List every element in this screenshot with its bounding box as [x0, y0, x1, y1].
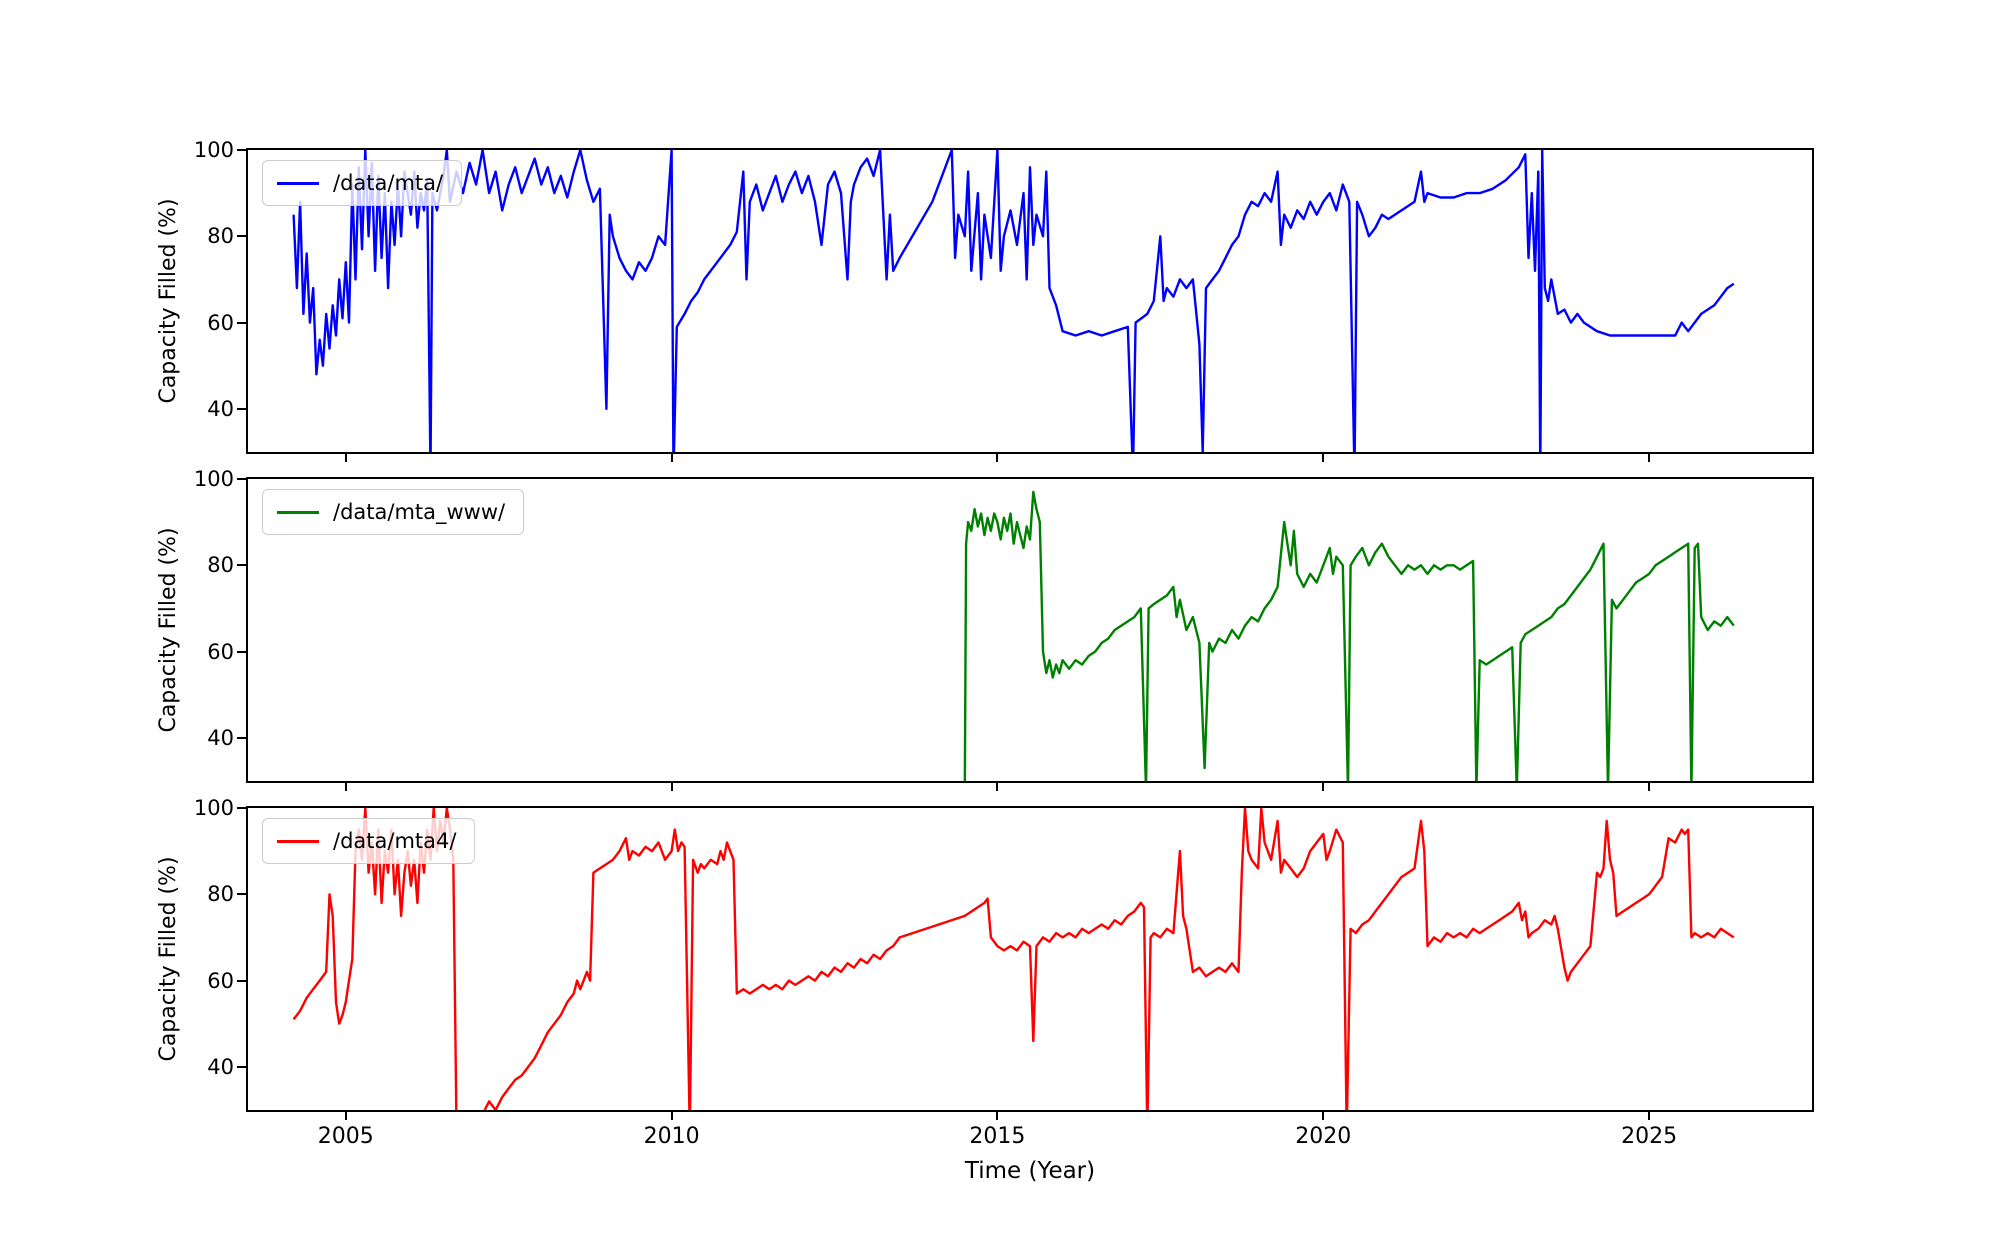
y-axis-label-bottom: Capacity Filled (%)	[156, 856, 181, 1062]
y-tick-mark	[237, 478, 246, 480]
y-tick-label: 60	[207, 310, 234, 335]
y-tick-mark	[237, 235, 246, 238]
y-tick-mark	[237, 979, 246, 982]
y-tick-label: 60	[207, 639, 234, 664]
y-tick-label: 80	[207, 553, 234, 578]
legend-line-sample-mta	[277, 181, 319, 185]
line-series-mta-www	[963, 490, 1735, 781]
x-tick-mark	[670, 454, 673, 462]
x-tick-mark	[1648, 454, 1651, 462]
x-tick-mark	[1648, 1112, 1651, 1120]
x-tick-label: 2010	[643, 1124, 700, 1149]
x-tick-mark	[1648, 783, 1651, 791]
legend-mta-www: /data/mta_www/	[262, 489, 525, 535]
y-axis-label-top: Capacity Filled (%)	[156, 198, 181, 404]
x-tick-mark	[996, 1112, 999, 1120]
x-tick-label: 2015	[969, 1124, 1026, 1149]
y-tick-label: 40	[207, 725, 234, 750]
line-series-mta4	[292, 808, 1735, 1110]
x-tick-mark	[996, 783, 999, 791]
y-tick-mark	[237, 736, 246, 739]
x-tick-label: 2005	[317, 1124, 374, 1149]
legend-line-sample-mta4	[277, 839, 319, 843]
y-tick-mark	[237, 893, 246, 896]
x-tick-mark	[1322, 454, 1325, 462]
y-axis-label-middle: Capacity Filled (%)	[156, 527, 181, 733]
x-tick-mark	[1322, 783, 1325, 791]
y-tick-mark	[237, 564, 246, 567]
x-axis-label: Time (Year)	[964, 1158, 1096, 1184]
x-tick-mark	[670, 1112, 673, 1120]
x-tick-mark	[344, 454, 347, 462]
x-tick-mark	[1322, 1112, 1325, 1120]
y-tick-mark	[237, 1065, 246, 1068]
y-tick-label: 80	[207, 882, 234, 907]
legend-label-mta: /data/mta/	[333, 171, 444, 195]
x-tick-mark	[996, 454, 999, 462]
y-tick-mark	[237, 807, 246, 809]
x-tick-label: 2025	[1621, 1124, 1678, 1149]
x-tick-mark	[344, 783, 347, 791]
legend-label-mta4: /data/mta4/	[333, 829, 457, 853]
y-tick-label: 100	[193, 467, 234, 491]
legend-line-sample-mta-www	[277, 510, 319, 514]
x-tick-mark	[344, 1112, 347, 1120]
x-tick-mark	[670, 783, 673, 791]
subplot-mta: /data/mta/ 40 60 80 100	[194, 138, 1814, 462]
subplot-mta-www: /data/mta_www/ 40 60 80 100	[194, 467, 1814, 791]
y-tick-label: 100	[193, 796, 234, 820]
y-tick-mark	[237, 149, 246, 151]
legend-label-mta-www: /data/mta_www/	[333, 500, 506, 524]
x-tick-label: 2020	[1295, 1124, 1352, 1149]
line-series-mta	[292, 150, 1735, 452]
legend-mta4: /data/mta4/	[262, 818, 476, 864]
y-tick-label: 80	[207, 224, 234, 249]
y-tick-label: 60	[207, 968, 234, 993]
y-tick-label: 40	[207, 1054, 234, 1079]
y-tick-mark	[237, 407, 246, 410]
y-tick-label: 100	[193, 138, 234, 162]
legend-mta: /data/mta/	[262, 160, 463, 206]
y-tick-mark	[237, 650, 246, 653]
subplot-mta4: /data/mta4/ 40 60 80 100 2005 2010 2015 2020 202…	[194, 796, 1814, 1149]
y-tick-label: 40	[207, 396, 234, 421]
y-tick-mark	[237, 321, 246, 324]
